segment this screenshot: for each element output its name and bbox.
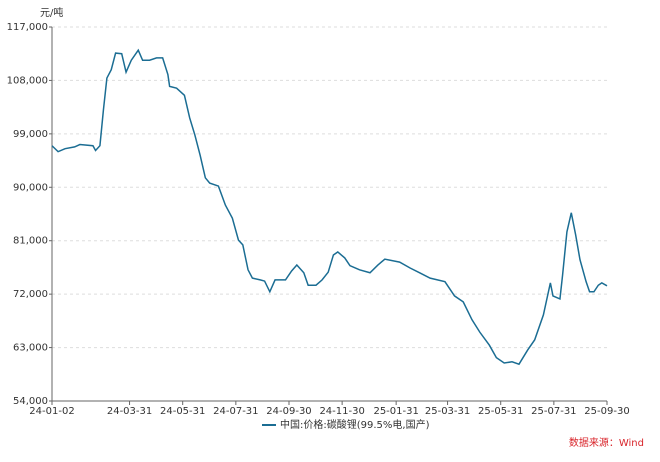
- x-tick-label: 25-09-30: [584, 406, 629, 417]
- x-tick-label: 24-01-02: [29, 406, 74, 417]
- x-tick-label: 25-07-31: [531, 406, 576, 417]
- source: 数据来源：Wind: [569, 436, 644, 449]
- y-tick-label: 108,000: [7, 75, 48, 86]
- x-tick-label: 25-01-31: [373, 406, 418, 417]
- x-tick-label: 24-05-31: [160, 406, 205, 417]
- y-tick-label: 99,000: [13, 129, 48, 140]
- y-tick-label: 72,000: [13, 289, 48, 300]
- legend-label: 中国:价格:碳酸锂(99.5%电,国产): [280, 418, 430, 431]
- x-tick-label: 24-03-31: [107, 406, 152, 417]
- line: [51, 48, 608, 366]
- y-unit: 元/吨: [40, 6, 63, 19]
- y-tick-label: 81,000: [13, 236, 48, 247]
- x-tick-label: 25-03-31: [425, 406, 470, 417]
- x-tick-label: 24-09-30: [266, 406, 311, 417]
- x-tick-label: 25-05-31: [478, 406, 523, 417]
- y-tick-label: 54,000: [13, 396, 48, 407]
- y-tick-label: 63,000: [13, 343, 48, 354]
- y-tick-label: 117,000: [7, 22, 48, 33]
- x-tick-label: 24-07-31: [213, 406, 258, 417]
- y-tick-label: 90,000: [13, 182, 48, 193]
- x-tick-label: 24-11-30: [319, 406, 364, 417]
